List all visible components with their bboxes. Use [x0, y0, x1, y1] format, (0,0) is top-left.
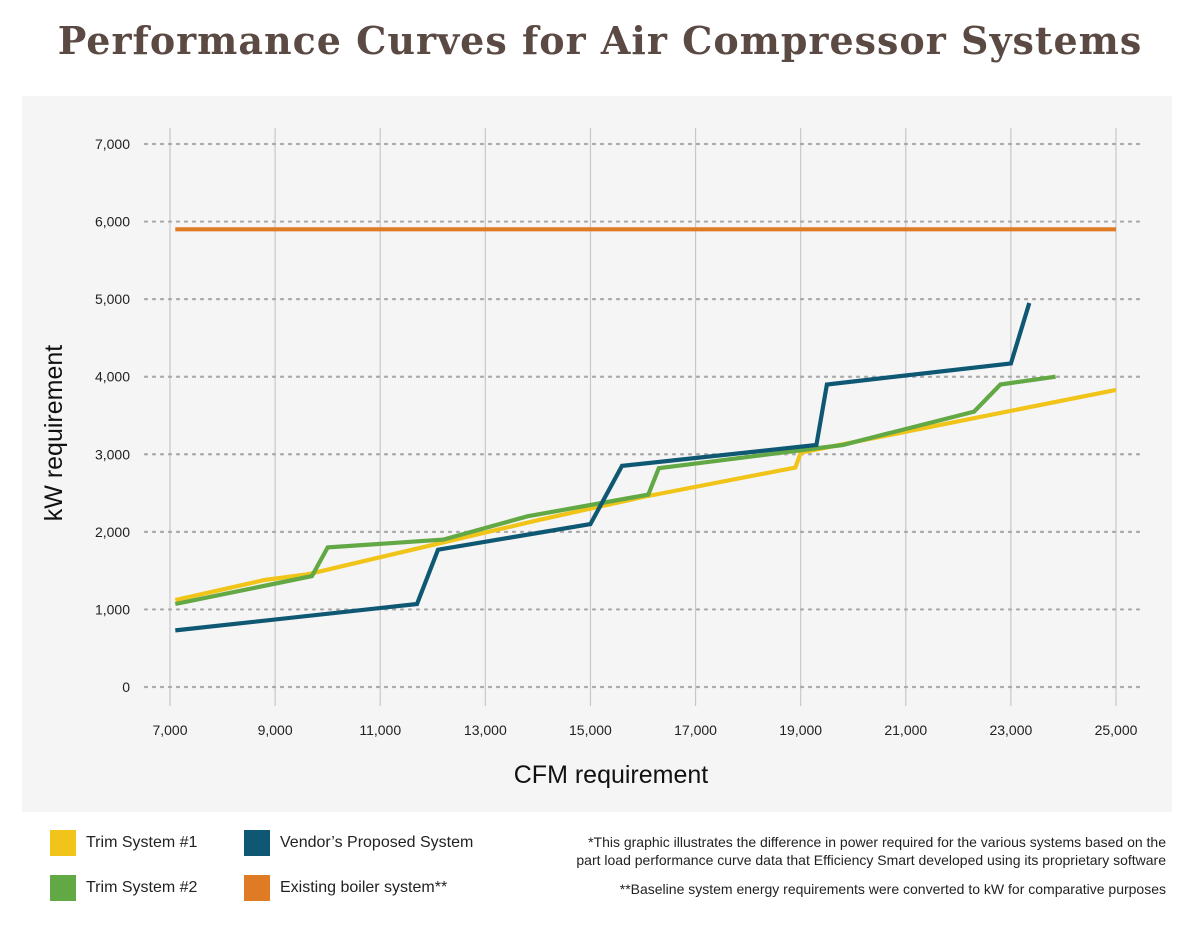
legend-item-existing-boiler: Existing boiler system**	[244, 875, 447, 901]
legend-swatch	[244, 830, 270, 856]
y-axis-label: kW requirement	[40, 345, 68, 521]
legend-swatch	[50, 830, 76, 856]
x-tick-label: 15,000	[569, 722, 612, 738]
legend-item-trim-system-2: Trim System #2	[50, 875, 197, 901]
x-tick-label: 9,000	[258, 722, 293, 738]
y-tick-labels: 0 1,000 2,000 3,000 4,000 5,000 6,000 7,000	[95, 136, 130, 695]
y-tick-label: 6,000	[95, 214, 130, 230]
x-tick-label: 11,000	[359, 722, 401, 738]
x-tick-label: 7,000	[152, 722, 187, 738]
x-axis-label: CFM requirement	[514, 761, 709, 789]
legend-swatch	[244, 875, 270, 901]
x-tick-label: 13,000	[464, 722, 507, 738]
legend-label: Vendor’s Proposed System	[280, 834, 474, 851]
y-tick-label: 3,000	[95, 446, 130, 462]
y-tick-label: 4,000	[95, 369, 130, 385]
x-tick-label: 17,000	[674, 722, 717, 738]
series-line-trim-system-1	[174, 387, 1117, 603]
series-lines	[174, 227, 1117, 633]
series-line-vendor-s-proposed-system	[175, 302, 1032, 633]
y-tick-label: 7,000	[95, 136, 130, 152]
footnote-line: *This graphic illustrates the difference…	[588, 834, 1166, 850]
y-tick-label: 5,000	[95, 291, 130, 307]
y-tick-label: 2,000	[95, 524, 130, 540]
chart-title: Performance Curves for Air Compressor Sy…	[57, 18, 1143, 63]
footnote-line: part load performance curve data that Ef…	[576, 852, 1166, 868]
x-tick-label: 19,000	[779, 722, 822, 738]
legend-label: Trim System #1	[86, 834, 198, 851]
y-tick-label: 0	[122, 679, 130, 695]
series-line-trim-system-2	[174, 374, 1056, 607]
plot-background	[22, 96, 1172, 812]
legend-item-trim-system-1: Trim System #1	[50, 830, 197, 856]
x-tick-labels: 7,000 9,000 11,000 13,000 15,000 17,000 19,000…	[152, 722, 1137, 738]
legend-item-vendor-proposed: Vendor’s Proposed System	[244, 830, 473, 856]
horizontal-gridlines	[143, 142, 1142, 689]
x-tick-label: 23,000	[989, 722, 1032, 738]
x-tick-label: 21,000	[884, 722, 927, 738]
footnote-1: *This graphic illustrates the difference…	[576, 833, 1166, 869]
footnote-2: **Baseline system energy requirements we…	[619, 881, 1166, 897]
legend-label: Existing boiler system**	[280, 879, 448, 896]
legend-label: Trim System #2	[86, 879, 198, 896]
x-tick-label: 25,000	[1095, 722, 1138, 738]
y-tick-label: 1,000	[95, 601, 130, 617]
legend-swatch	[50, 875, 76, 901]
